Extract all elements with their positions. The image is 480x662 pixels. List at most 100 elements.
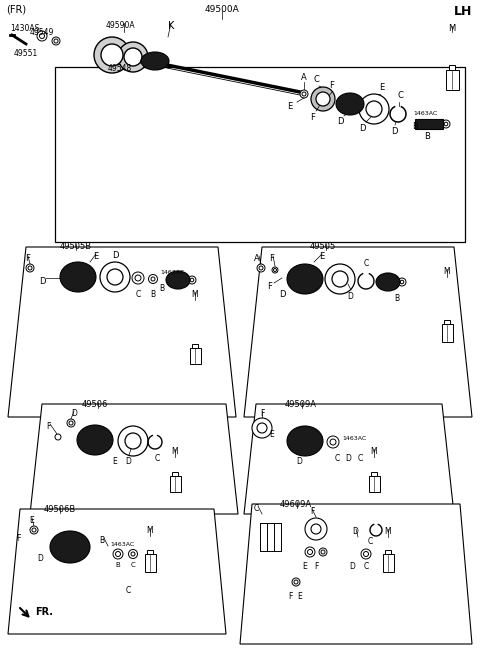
Circle shape	[39, 34, 45, 38]
Circle shape	[308, 549, 312, 555]
Text: B: B	[150, 290, 156, 299]
Text: C: C	[131, 562, 135, 568]
Circle shape	[131, 552, 135, 556]
Text: E: E	[288, 102, 293, 111]
Polygon shape	[30, 404, 238, 514]
Text: F: F	[330, 81, 335, 90]
Ellipse shape	[60, 262, 96, 292]
Circle shape	[132, 272, 144, 284]
Ellipse shape	[166, 271, 190, 289]
Text: D: D	[71, 409, 77, 418]
Circle shape	[359, 94, 389, 124]
Circle shape	[67, 419, 75, 427]
Text: B: B	[424, 132, 430, 141]
Ellipse shape	[376, 273, 400, 291]
Text: A: A	[254, 254, 260, 263]
Text: E: E	[298, 592, 302, 601]
Text: D: D	[349, 562, 355, 571]
Circle shape	[28, 266, 32, 270]
Text: F: F	[310, 507, 314, 516]
Text: E: E	[270, 430, 275, 439]
Text: D: D	[359, 124, 365, 133]
Text: C: C	[253, 504, 259, 513]
Text: 49506: 49506	[82, 400, 108, 409]
Text: 49505: 49505	[310, 242, 336, 251]
Text: D: D	[352, 527, 358, 536]
Bar	[144, 554, 156, 572]
Circle shape	[148, 275, 157, 283]
Bar	[192, 344, 198, 348]
Ellipse shape	[287, 264, 323, 294]
Circle shape	[259, 266, 263, 270]
Text: 1463AC: 1463AC	[160, 269, 184, 275]
Circle shape	[363, 551, 369, 557]
Circle shape	[444, 122, 448, 126]
Circle shape	[257, 423, 267, 433]
Circle shape	[55, 434, 61, 440]
Circle shape	[101, 44, 123, 66]
Text: 1463AC: 1463AC	[342, 436, 366, 440]
Bar	[371, 472, 377, 476]
Circle shape	[305, 518, 327, 540]
Text: C: C	[367, 537, 372, 546]
Circle shape	[135, 275, 141, 281]
Text: D: D	[337, 117, 343, 126]
Text: (FR): (FR)	[6, 5, 26, 15]
Circle shape	[116, 551, 120, 557]
Text: F: F	[46, 422, 50, 431]
Circle shape	[327, 436, 339, 448]
Text: C: C	[135, 290, 141, 299]
Polygon shape	[8, 247, 236, 417]
Bar	[442, 324, 453, 342]
Circle shape	[125, 433, 141, 449]
Text: D: D	[112, 251, 118, 260]
Text: M: M	[384, 527, 391, 536]
Text: C: C	[363, 562, 369, 571]
Circle shape	[52, 37, 60, 45]
Text: M: M	[448, 24, 456, 33]
Text: F: F	[288, 592, 292, 601]
Text: M: M	[192, 290, 198, 299]
Circle shape	[361, 549, 371, 559]
Text: C: C	[125, 586, 131, 595]
Circle shape	[319, 548, 327, 556]
Text: 1463AC: 1463AC	[413, 111, 437, 116]
Text: 49548: 49548	[108, 64, 132, 73]
Bar	[147, 550, 153, 554]
Circle shape	[107, 269, 123, 285]
Circle shape	[252, 418, 272, 438]
Circle shape	[311, 524, 321, 534]
Bar	[445, 70, 458, 90]
Bar	[385, 550, 391, 554]
Text: 1463AC: 1463AC	[110, 542, 134, 547]
Text: C: C	[335, 454, 340, 463]
Text: M: M	[172, 447, 178, 456]
Polygon shape	[244, 404, 454, 514]
Text: C: C	[358, 454, 362, 463]
Circle shape	[316, 92, 330, 106]
Text: B: B	[99, 536, 105, 545]
Text: F: F	[311, 113, 315, 122]
Text: B: B	[395, 294, 399, 303]
Text: E: E	[30, 516, 35, 525]
Bar	[383, 554, 394, 572]
Circle shape	[272, 267, 278, 273]
Bar	[172, 472, 178, 476]
Text: D: D	[347, 292, 353, 301]
Text: LH: LH	[454, 5, 472, 18]
Circle shape	[292, 578, 300, 586]
Bar	[190, 348, 201, 364]
Polygon shape	[244, 247, 472, 417]
Text: C: C	[397, 91, 403, 100]
Circle shape	[100, 262, 130, 292]
Text: E: E	[379, 83, 384, 92]
Polygon shape	[8, 509, 226, 634]
Text: 1430AS: 1430AS	[10, 24, 39, 33]
Text: D: D	[37, 554, 43, 563]
Bar	[55, 67, 465, 242]
Circle shape	[94, 37, 130, 73]
Circle shape	[400, 280, 404, 284]
Circle shape	[188, 276, 196, 284]
Circle shape	[321, 550, 325, 554]
Circle shape	[302, 92, 306, 96]
